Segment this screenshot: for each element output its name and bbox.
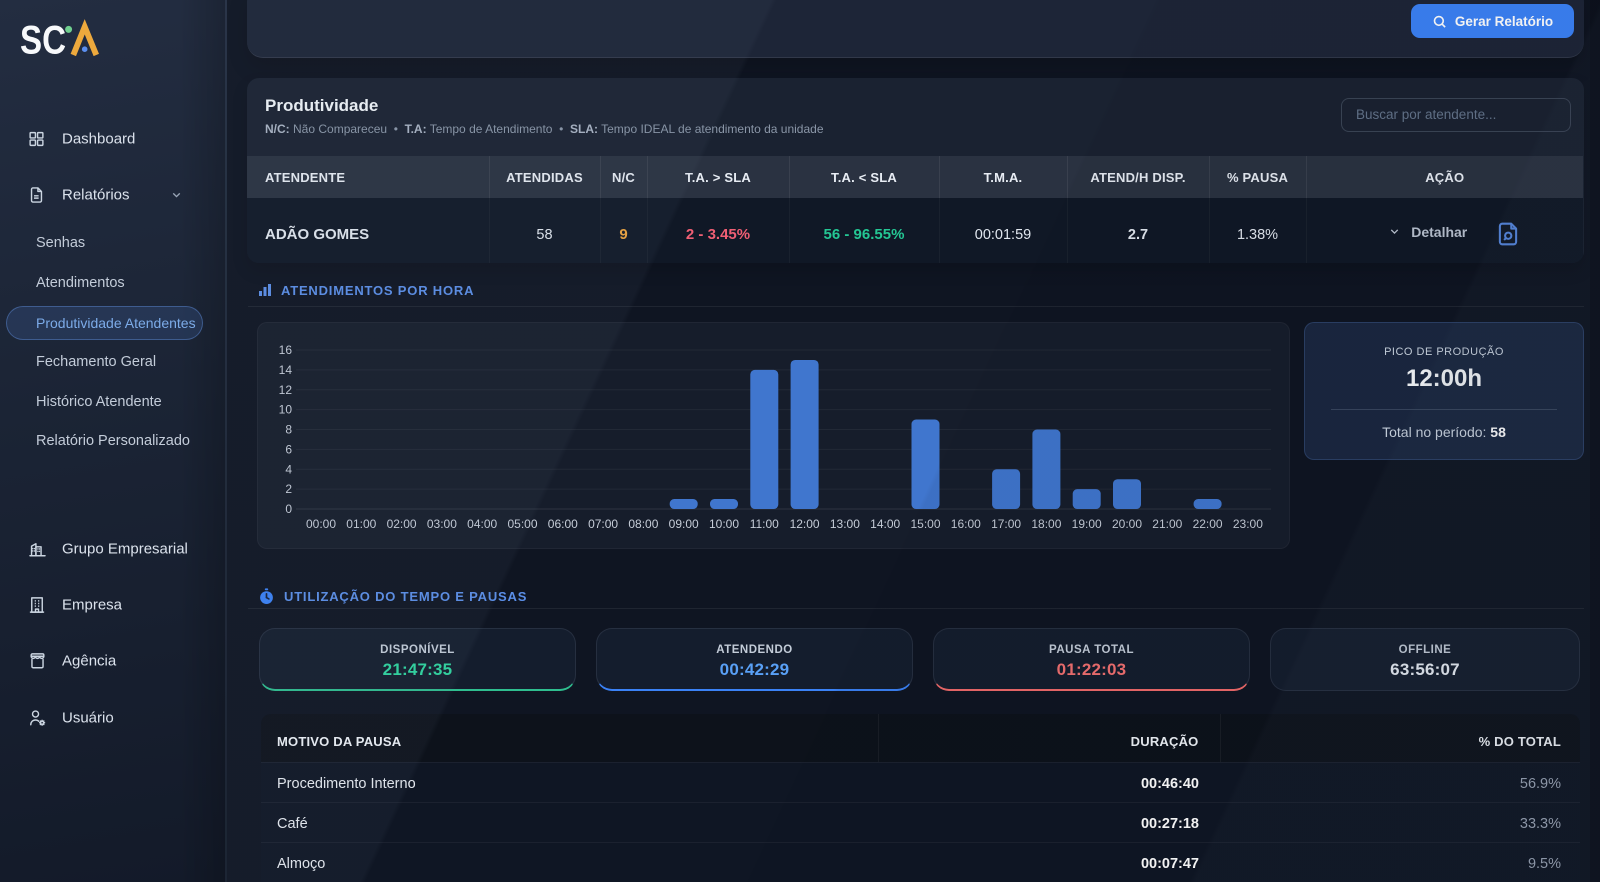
svg-text:21:00: 21:00 [1152,517,1182,531]
svg-text:16: 16 [279,343,293,357]
svg-text:19:00: 19:00 [1072,517,1102,531]
svg-text:02:00: 02:00 [387,517,417,531]
svg-text:08:00: 08:00 [628,517,658,531]
svg-text:14: 14 [279,363,293,377]
svg-text:17:00: 17:00 [991,517,1021,531]
svg-text:01:00: 01:00 [346,517,376,531]
svg-text:11:00: 11:00 [750,517,779,531]
svg-text:18:00: 18:00 [1031,517,1061,531]
svg-text:20:00: 20:00 [1112,517,1142,531]
svg-text:6: 6 [285,442,292,456]
svg-text:13:00: 13:00 [830,517,860,531]
svg-text:04:00: 04:00 [467,517,497,531]
svg-text:16:00: 16:00 [951,517,981,531]
svg-text:10: 10 [279,403,293,417]
svg-text:07:00: 07:00 [588,517,618,531]
svg-text:12:00: 12:00 [790,517,820,531]
svg-text:05:00: 05:00 [507,517,537,531]
svg-text:0: 0 [285,502,292,516]
svg-text:06:00: 06:00 [548,517,578,531]
svg-text:4: 4 [285,462,292,476]
svg-text:22:00: 22:00 [1193,517,1223,531]
svg-text:12: 12 [279,383,293,397]
svg-text:SC: SC [20,19,66,63]
svg-text:00:00: 00:00 [306,517,336,531]
svg-text:10:00: 10:00 [709,517,739,531]
svg-text:03:00: 03:00 [427,517,457,531]
svg-text:8: 8 [285,423,292,437]
svg-text:23:00: 23:00 [1233,517,1263,531]
svg-text:14:00: 14:00 [870,517,900,531]
svg-text:09:00: 09:00 [669,517,699,531]
svg-text:15:00: 15:00 [910,517,940,531]
svg-text:2: 2 [285,482,292,496]
